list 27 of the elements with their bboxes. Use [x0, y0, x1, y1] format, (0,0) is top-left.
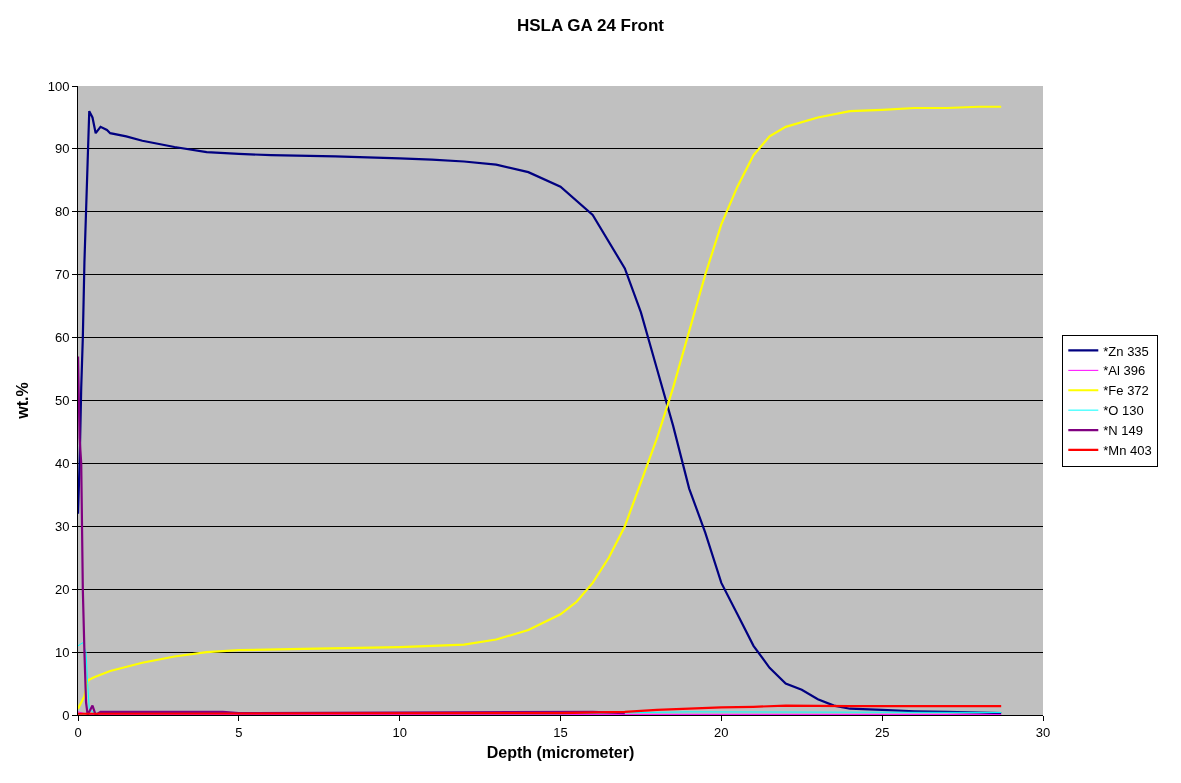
- y-axis-title: wt.%: [13, 382, 31, 420]
- x-tick-label: 0: [74, 724, 82, 740]
- y-tick-label: 0: [62, 707, 70, 723]
- chart-title: HSLA GA 24 Front: [516, 16, 665, 36]
- legend-label: *Zn 335: [1103, 343, 1149, 359]
- y-tick-label: 90: [54, 141, 70, 157]
- y-tick-label: 100: [47, 78, 70, 94]
- x-tick-label: 25: [874, 724, 890, 740]
- x-axis-title: Depth (micrometer): [486, 744, 635, 762]
- y-tick-label: 60: [54, 330, 70, 346]
- y-tick-label: 50: [54, 393, 70, 409]
- legend-label: *Mn 403: [1103, 443, 1152, 459]
- y-tick-label: 10: [54, 644, 70, 660]
- x-tick-label: 15: [553, 724, 568, 740]
- y-tick-label: 70: [54, 267, 70, 283]
- x-tick-label: 20: [714, 724, 729, 740]
- x-tick-label: 5: [235, 724, 243, 740]
- x-tick-label: 30: [1035, 724, 1051, 740]
- legend-label: *Al 396: [1103, 363, 1146, 379]
- y-tick-label: 80: [54, 204, 70, 220]
- legend-label: *Fe 372: [1103, 383, 1149, 399]
- x-tick-label: 10: [392, 724, 407, 740]
- legend-label: *O 130: [1103, 403, 1144, 419]
- y-tick-label: 20: [54, 581, 70, 597]
- legend-label: *N 149: [1103, 423, 1144, 439]
- y-tick-label: 40: [54, 455, 70, 471]
- y-tick-label: 30: [54, 518, 70, 534]
